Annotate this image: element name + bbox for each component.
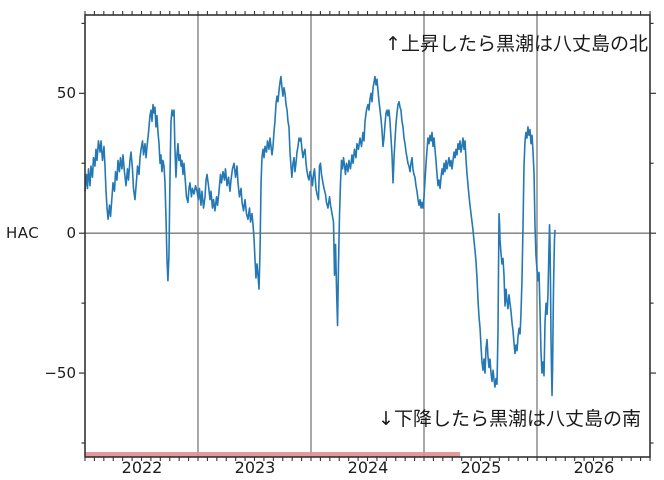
hac-series-line bbox=[84, 75, 556, 397]
y-tick-label-0: 0 bbox=[66, 224, 76, 242]
plot-border bbox=[84, 14, 651, 458]
y-tick-label-50: 50 bbox=[56, 84, 76, 102]
annotation-kuroshio-south: ↓下降したら黒潮は八丈島の南 bbox=[378, 408, 641, 430]
y-axis-title: HAC bbox=[6, 224, 40, 242]
x-tick-label-2024: 2024 bbox=[347, 458, 389, 477]
annotation-kuroshio-north: ↑上昇したら黒潮は八丈島の北 bbox=[385, 33, 648, 55]
x-tick-label-2023: 2023 bbox=[234, 458, 276, 477]
x-tick-label-2025: 2025 bbox=[460, 458, 502, 477]
x-tick-label-2022: 2022 bbox=[121, 458, 163, 477]
y-tick-label-minus-50: −50 bbox=[44, 364, 76, 382]
x-tick-label-2026: 2026 bbox=[573, 458, 615, 477]
